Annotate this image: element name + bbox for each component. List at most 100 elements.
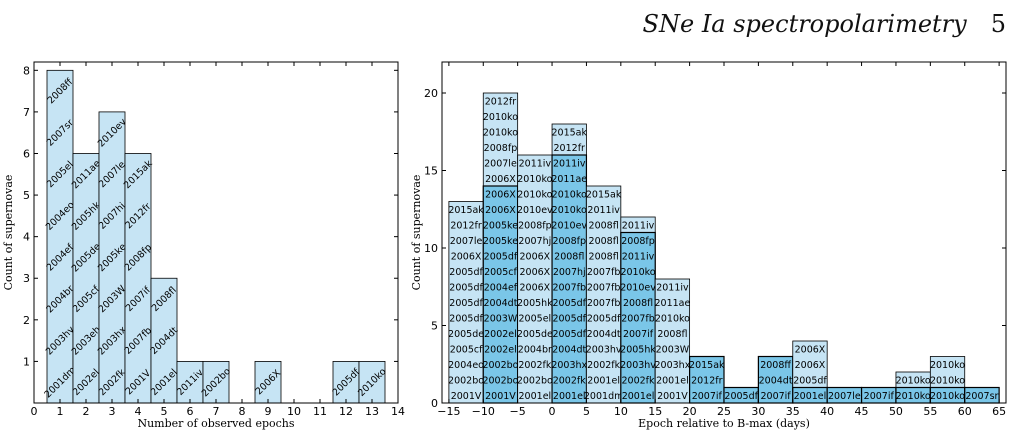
- supernova-label: 2001el: [519, 391, 552, 402]
- x-tick-label: −15: [437, 405, 460, 418]
- supernova-label: 2010ko: [517, 174, 552, 185]
- supernova-label: 2010ko: [930, 360, 965, 371]
- supernova-label: 2003hx: [551, 360, 587, 371]
- x-tick-label: 10: [287, 405, 301, 418]
- x-tick-label: 15: [648, 405, 662, 418]
- supernova-label: 2002bo: [482, 360, 518, 371]
- y-axis-title: Count of supernovae: [2, 175, 15, 291]
- supernova-label: 2008fl: [554, 251, 584, 262]
- supernova-label: 2011iv: [656, 282, 689, 293]
- x-tick-label: 9: [265, 405, 272, 418]
- x-axis-title: Number of observed epochs: [137, 417, 294, 430]
- supernova-label: 2010ko: [517, 189, 552, 200]
- supernova-label: 2005ke: [483, 236, 518, 247]
- running-title: SNe Ia spectropolarimetry: [642, 10, 967, 38]
- supernova-label: 2007le: [450, 236, 483, 247]
- supernova-label: 2012fr: [554, 143, 586, 154]
- supernova-label: 2002fk: [622, 375, 656, 386]
- histogram-bar: [254, 361, 282, 404]
- y-tick-label: 5: [23, 189, 30, 202]
- supernova-label: 2015ak: [551, 127, 587, 138]
- x-tick-label: 55: [923, 405, 937, 418]
- supernova-label: 2007hj: [553, 267, 586, 278]
- supernova-label: 2010ko: [655, 313, 690, 324]
- supernova-label: 2004dt: [587, 329, 621, 340]
- histogram-bar-subset: [551, 154, 588, 404]
- supernova-label: 2006X: [451, 251, 482, 262]
- supernova-label: 2007if: [692, 391, 723, 402]
- supernova-label: 2001V: [485, 391, 516, 402]
- supernova-label: 2010ko: [930, 375, 965, 386]
- supernova-label: 2006X: [520, 251, 551, 262]
- supernova-label: 2005de: [448, 329, 484, 340]
- supernova-label: 2007sr: [965, 391, 998, 402]
- y-tick-label: 2: [23, 314, 30, 327]
- supernova-label: 2001V: [657, 391, 688, 402]
- histogram-bar: [202, 361, 230, 404]
- supernova-label: 2002bo: [448, 375, 484, 386]
- x-tick-label: 14: [391, 405, 405, 418]
- supernova-label: 2005df: [484, 251, 518, 262]
- x-tick-label: 5: [161, 405, 168, 418]
- page-number: 5: [990, 10, 1006, 38]
- y-tick-label: 5: [431, 320, 438, 333]
- supernova-label: 2011iv: [622, 220, 655, 231]
- histogram-bar-total: [654, 278, 691, 404]
- supernova-label: 2006X: [795, 344, 826, 355]
- supernova-label: 2008ff: [760, 360, 791, 371]
- page-header: SNe Ia spectropolarimetry 5: [643, 10, 1006, 38]
- histogram-bar: [358, 361, 386, 404]
- supernova-label: 2002bo: [517, 375, 553, 386]
- x-tick-label: 20: [683, 405, 697, 418]
- supernova-label: 2010ko: [552, 205, 587, 216]
- supernova-label: 2010ko: [896, 375, 931, 386]
- supernova-label: 2008fl: [657, 329, 687, 340]
- supernova-label: 2003W: [656, 344, 690, 355]
- supernova-label: 2005df: [587, 313, 621, 324]
- x-tick-label: 35: [786, 405, 800, 418]
- supernova-label: 2010ev: [551, 220, 587, 231]
- supernova-label: 2008fl: [589, 220, 619, 231]
- supernova-label: 2012fr: [485, 96, 517, 107]
- supernova-label: 2008fp: [552, 236, 586, 247]
- supernova-label: 2005df: [449, 282, 483, 293]
- supernova-label: 2007fb: [587, 282, 621, 293]
- supernova-label: 2005df: [793, 375, 827, 386]
- supernova-label: 2001dm: [584, 391, 623, 402]
- x-tick-label: 5: [583, 405, 590, 418]
- y-tick-label: 8: [23, 64, 30, 77]
- supernova-label: 2001el: [794, 391, 827, 402]
- supernova-label: 2005df: [449, 313, 483, 324]
- x-tick-label: 6: [187, 405, 194, 418]
- supernova-label: 2005hk: [620, 344, 656, 355]
- supernova-label: 2010ko: [483, 112, 518, 123]
- histogram-bar: [176, 361, 204, 404]
- supernova-label: 2001el: [656, 375, 689, 386]
- supernova-label: 2006X: [485, 189, 516, 200]
- supernova-label: 2008fl: [623, 298, 653, 309]
- x-tick-label: 13: [365, 405, 379, 418]
- y-tick-label: 1: [23, 355, 30, 368]
- supernova-label: 2010ko: [620, 267, 655, 278]
- supernova-label: 2011iv: [587, 205, 620, 216]
- supernova-label: 2005ke: [483, 220, 518, 231]
- supernova-label: 2005df: [552, 329, 586, 340]
- supernova-label: 2004dt: [552, 344, 586, 355]
- supernova-label: 2011iv: [622, 251, 655, 262]
- supernova-label: 2007fb: [552, 282, 586, 293]
- supernova-label: 2004eo: [448, 360, 484, 371]
- supernova-label: 2002bo: [482, 375, 518, 386]
- supernova-label: 2006X: [520, 267, 551, 278]
- x-tick-label: 1: [57, 405, 64, 418]
- supernova-label: 2006X: [795, 360, 826, 371]
- supernova-label: 2005df: [449, 298, 483, 309]
- supernova-label: 2010ko: [896, 391, 931, 402]
- supernova-label: 2004ef: [484, 282, 518, 293]
- supernova-label: 2002el: [484, 329, 517, 340]
- x-tick-label: 4: [135, 405, 142, 418]
- supernova-label: 2011iv: [553, 158, 586, 169]
- supernova-label: 2011iv: [519, 158, 552, 169]
- supernova-label: 2001el: [553, 391, 586, 402]
- supernova-label: 2012fr: [691, 375, 723, 386]
